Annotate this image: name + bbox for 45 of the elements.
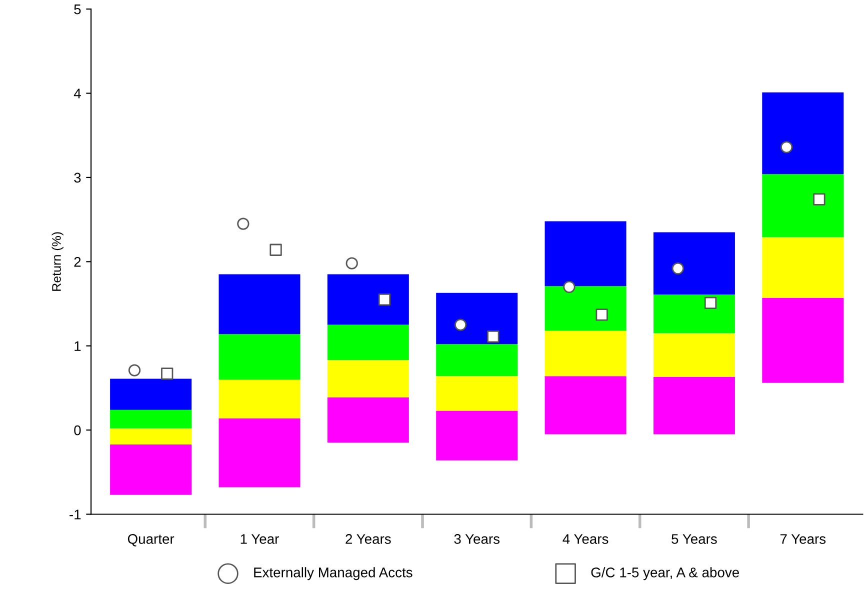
bar xyxy=(436,410,518,460)
x-tick-label: Quarter xyxy=(128,534,174,546)
x-tick-label: 4 Years xyxy=(562,534,608,544)
bar xyxy=(436,292,518,344)
bar xyxy=(436,376,518,411)
bar xyxy=(218,334,300,380)
y-tick-label: 5 xyxy=(74,4,81,14)
y-tick-label: 0 xyxy=(74,425,81,436)
bar xyxy=(544,221,626,286)
bar xyxy=(436,344,518,376)
bar xyxy=(327,274,409,325)
bar xyxy=(653,333,735,378)
bar xyxy=(544,330,626,376)
x-tick-label: 5 Years xyxy=(672,534,717,544)
legend-label: Externally Managed Accts xyxy=(254,567,412,580)
y-axis-title: Return (%) xyxy=(52,232,64,291)
bar xyxy=(110,378,192,410)
bar xyxy=(327,324,409,360)
bar xyxy=(762,237,844,298)
bar xyxy=(218,274,300,334)
bar xyxy=(110,410,192,428)
bar xyxy=(653,294,735,334)
bar xyxy=(218,418,300,488)
bar xyxy=(762,92,844,174)
bar xyxy=(544,286,626,331)
y-tick-label: 3 xyxy=(74,172,81,183)
bar xyxy=(653,232,735,294)
bar xyxy=(327,397,409,443)
legend-label: G/C 1-5 year, A & above xyxy=(591,567,739,580)
bar xyxy=(110,428,192,444)
y-tick-label: 2 xyxy=(74,256,81,267)
x-tick-label: 1 Year xyxy=(240,534,279,544)
x-tick-label: 3 Years xyxy=(454,534,500,544)
bar xyxy=(653,377,735,434)
bar xyxy=(218,380,300,418)
y-tick-label: 4 xyxy=(74,88,81,98)
bar xyxy=(762,298,844,383)
x-tick-label: 2 Years xyxy=(346,534,391,544)
bar xyxy=(327,360,409,398)
bar xyxy=(110,444,192,495)
x-tick-label: 7 Years xyxy=(780,534,826,544)
y-tick-label: 1 xyxy=(74,341,81,351)
bar xyxy=(762,174,844,238)
bar xyxy=(544,376,626,434)
y-tick-label: -1 xyxy=(70,510,81,520)
